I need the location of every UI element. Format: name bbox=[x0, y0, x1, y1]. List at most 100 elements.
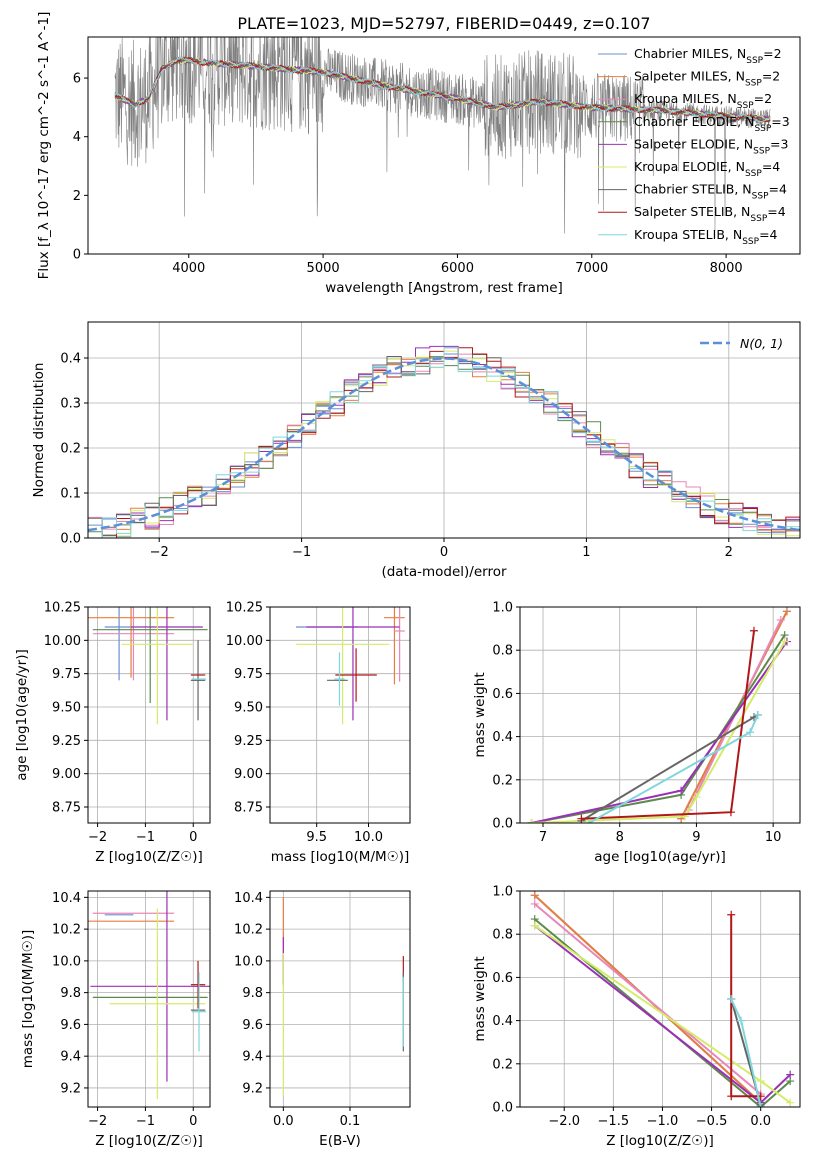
panel-mass_vs_Z: −2 −1 0 9.2 9.4 9.6 9.8 10.0 10.2 10.4 Z [log10(Z/… bbox=[20, 890, 211, 1149]
x-tick-label: −2.0 bbox=[548, 1114, 580, 1129]
panel-age_vs_Z: −2 −1 0 8.75 9.00 9.25 9.50 9.75 10.00 10.25 Z [lo… bbox=[14, 601, 211, 865]
weight-marker-salpeter_stelib bbox=[726, 808, 735, 817]
x-tick-label: 0 bbox=[189, 1114, 197, 1129]
y-tick-label: 6 bbox=[73, 72, 81, 87]
x-tick-label: −2 bbox=[88, 830, 107, 845]
x-tick-label: 6000 bbox=[441, 261, 474, 276]
axes-frame bbox=[519, 606, 801, 824]
x-axis-title: wavelength [Angstrom, rest frame] bbox=[325, 280, 563, 296]
x-tick-label: 2 bbox=[725, 545, 733, 560]
x-axis-title: Z [log10(Z/Z☉)] bbox=[95, 1133, 203, 1149]
weight-marker-kroupa_elodie bbox=[756, 1077, 765, 1086]
weight-marker-kroupa_elodie bbox=[527, 819, 536, 823]
y-tick-label: 9.6 bbox=[60, 1018, 81, 1033]
legend-count: =3 bbox=[770, 136, 788, 151]
y-tick-label: 10.25 bbox=[226, 601, 263, 616]
plot-area bbox=[527, 607, 791, 823]
y-tick-label: 0.0 bbox=[492, 817, 513, 832]
y-tick-label: 10.00 bbox=[226, 634, 263, 649]
legend-subscript: SSP bbox=[754, 124, 771, 134]
x-tick-label: 0.0 bbox=[273, 1114, 294, 1129]
y-tick-label: 0.4 bbox=[492, 730, 513, 745]
weight-marker-kroupa_elodie bbox=[786, 1098, 795, 1107]
y-tick-label: 0.0 bbox=[492, 1101, 513, 1116]
y-axis-title: Normed distribution bbox=[31, 363, 47, 498]
weight-marker-salpeter_stelib bbox=[727, 910, 736, 919]
axes-frame bbox=[87, 890, 211, 1108]
legend-label-salpeter_stelib: Salpeter STELIB, NSSP=4 bbox=[634, 204, 786, 224]
axes-frame bbox=[269, 890, 411, 1108]
y-tick-label: 0.4 bbox=[60, 352, 81, 367]
legend-label-chabrier_miles: Chabrier MILES, NSSP=2 bbox=[634, 46, 782, 66]
x-tick-label: −2 bbox=[88, 1114, 107, 1129]
gaussian-reference-line bbox=[88, 357, 800, 532]
weight-marker-salpeter_stelib bbox=[727, 1092, 736, 1101]
legend-subscript: SSP bbox=[753, 146, 770, 156]
weight-marker-salpeter_elodie bbox=[786, 1070, 795, 1079]
x-tick-label: 7000 bbox=[575, 261, 608, 276]
weight-marker-kroupa_elodie bbox=[692, 793, 701, 802]
legend-count: =4 bbox=[767, 204, 785, 219]
weight-marker-salpeter_stelib bbox=[577, 814, 586, 823]
y-axis-title: age [log10(age/yr)] bbox=[14, 649, 30, 781]
axes-frame bbox=[519, 890, 801, 1108]
legend-label-kroupa_elodie: Kroupa ELODIE, NSSP=4 bbox=[634, 159, 780, 179]
weight-marker-kroupa_miles bbox=[776, 615, 785, 624]
x-tick-label: −1 bbox=[292, 545, 311, 560]
plot-area bbox=[88, 345, 800, 538]
x-tick-label: −1.5 bbox=[598, 1114, 630, 1129]
y-tick-label: 9.8 bbox=[242, 986, 263, 1001]
weight-line-chabrier_elodie bbox=[534, 918, 791, 1107]
y-tick-label: 0.3 bbox=[60, 397, 81, 412]
x-tick-label: 9.5 bbox=[306, 830, 327, 845]
legend-label-salpeter_miles: Salpeter MILES, NSSP=2 bbox=[634, 69, 780, 89]
legend-subscript: SSP bbox=[737, 101, 754, 111]
model-spectrum-salpeter_stelib bbox=[114, 56, 771, 123]
axes-frame bbox=[269, 606, 411, 824]
model-spectrum-chabrier_stelib bbox=[114, 56, 771, 124]
weight-marker-kroupa_miles bbox=[530, 899, 539, 908]
spectrum-legend: Chabrier MILES, NSSP=2 Salpeter MILES, NS… bbox=[598, 46, 790, 247]
y-tick-label: 9.4 bbox=[60, 1050, 81, 1065]
weight-marker-salpeter_stelib bbox=[749, 626, 758, 635]
x-tick-label: 0.0 bbox=[750, 1114, 771, 1129]
y-tick-label: 8.75 bbox=[234, 801, 263, 816]
y-tick-label: 0.4 bbox=[492, 1014, 513, 1029]
weight-marker-kroupa_elodie bbox=[530, 921, 539, 930]
axes-frame bbox=[87, 606, 211, 824]
x-axis-title: Z [log10(Z/Z☉)] bbox=[606, 1133, 714, 1149]
y-tick-label: 0.2 bbox=[492, 1057, 513, 1072]
y-tick-label: 0.6 bbox=[492, 971, 513, 986]
y-tick-label: 1.0 bbox=[492, 601, 513, 616]
legend-label-kroupa_stelib: Kroupa STELIB, NSSP=4 bbox=[634, 227, 778, 247]
gaussian-legend-label: N(0, 1) bbox=[740, 336, 783, 351]
x-tick-label: 0 bbox=[189, 830, 197, 845]
legend-count: =2 bbox=[754, 91, 772, 106]
y-tick-label: 10.2 bbox=[52, 923, 81, 938]
legend-count: =4 bbox=[769, 182, 787, 197]
x-axis-title: mass [log10(M/M☉)] bbox=[271, 849, 410, 865]
weight-marker-kroupa_stelib bbox=[585, 819, 594, 823]
x-tick-label: 8000 bbox=[710, 261, 743, 276]
legend-subscript: SSP bbox=[745, 169, 762, 179]
x-axis-title: age [log10(age/yr)] bbox=[594, 849, 726, 865]
legend-label-chabrier_stelib: Chabrier STELIB, NSSP=4 bbox=[634, 182, 787, 202]
model-spectrum-kroupa_stelib bbox=[114, 55, 771, 123]
legend-subscript: SSP bbox=[750, 214, 767, 224]
legend-subscript: SSP bbox=[742, 237, 759, 247]
legend-count: =4 bbox=[762, 159, 780, 174]
y-tick-label: 0 bbox=[73, 248, 81, 263]
weight-marker-kroupa_elodie bbox=[780, 637, 789, 646]
residual-histogram-kroupa_stelib bbox=[88, 347, 800, 538]
legend-count: =3 bbox=[771, 114, 789, 129]
x-tick-label: 8 bbox=[616, 830, 624, 845]
weight-marker-salpeter_miles bbox=[530, 891, 539, 900]
plot-area bbox=[114, 37, 771, 234]
weight-marker-kroupa_stelib bbox=[727, 995, 736, 1003]
panel-mass_vs_ebv: 0.0 0.1 9.2 9.4 9.6 9.8 10.0 10.2 10.4 E(B-V) bbox=[234, 890, 411, 1149]
y-tick-label: 10.2 bbox=[234, 923, 263, 938]
y-tick-label: 9.00 bbox=[52, 767, 81, 782]
weight-line-kroupa_miles bbox=[534, 903, 762, 1095]
x-tick-label: −2 bbox=[150, 545, 169, 560]
weight-marker-kroupa_stelib bbox=[737, 1016, 746, 1025]
